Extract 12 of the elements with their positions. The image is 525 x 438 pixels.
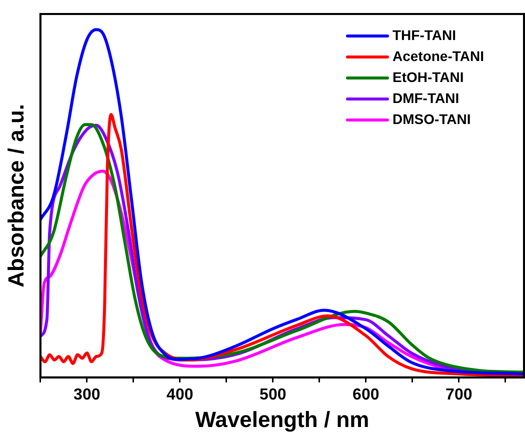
- legend-label: DMF-TANI: [392, 90, 460, 106]
- x-tick-label: 600: [352, 386, 380, 404]
- y-axis-title: Absorbance / a.u.: [3, 104, 28, 288]
- x-tick-label: 400: [166, 386, 194, 404]
- legend-label: THF-TANI: [392, 26, 456, 43]
- legend-label: Acetone-TANI: [392, 48, 484, 64]
- legend-label: EtOH-TANI: [392, 68, 464, 85]
- x-tick-label: 700: [446, 386, 472, 404]
- x-tick-label: 300: [74, 386, 100, 404]
- x-axis-title: Wavelength / nm: [195, 406, 370, 432]
- x-tick-label: 500: [260, 386, 286, 404]
- legend-label: DMSO-TANI: [392, 110, 471, 127]
